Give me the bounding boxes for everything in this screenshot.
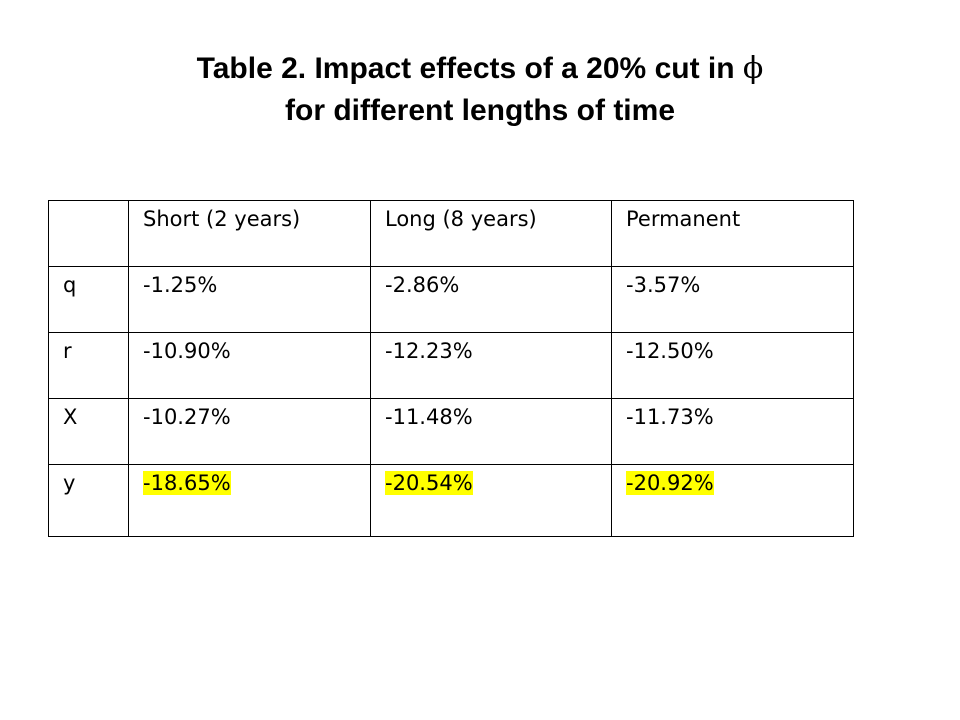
table-cell: -3.57% xyxy=(611,266,854,333)
cell-value: -11.48% xyxy=(385,405,473,429)
cell-value: -2.86% xyxy=(385,273,460,297)
header-cell-blank xyxy=(48,200,129,267)
table-cell: -20.92% xyxy=(611,464,854,537)
results-table: Short (2 years) Long (8 years) Permanent… xyxy=(48,200,854,537)
cell-value: -11.73% xyxy=(626,405,714,429)
table-row-q: q -1.25% -2.86% -3.57% xyxy=(48,266,854,333)
cell-value: -12.50% xyxy=(626,339,714,363)
table-cell: -18.65% xyxy=(128,464,371,537)
title-line-2: for different lengths of time xyxy=(285,94,675,127)
title-line-1: Table 2. Impact effects of a 20% cut in … xyxy=(0,48,960,90)
cell-value: -10.90% xyxy=(143,339,231,363)
highlighted-value: -18.65% xyxy=(143,471,231,495)
header-cell-permanent: Permanent xyxy=(611,200,854,267)
table-row-y: y -18.65% -20.54% -20.92% xyxy=(48,464,854,537)
title-text: Table 2. Impact effects of a 20% cut in xyxy=(196,52,735,85)
table-cell: -1.25% xyxy=(128,266,371,333)
highlighted-value: -20.54% xyxy=(385,471,473,495)
cell-value: -10.27% xyxy=(143,405,231,429)
row-label: y xyxy=(48,464,129,537)
table-cell: -12.50% xyxy=(611,332,854,399)
header-cell-long: Long (8 years) xyxy=(370,200,612,267)
cell-value: -1.25% xyxy=(143,273,218,297)
slide-title: Table 2. Impact effects of a 20% cut in … xyxy=(0,48,960,132)
row-label: X xyxy=(48,398,129,465)
phi-symbol: ϕ xyxy=(742,51,764,86)
table-cell: -11.73% xyxy=(611,398,854,465)
table-cell: -10.90% xyxy=(128,332,371,399)
table-row-r: r -10.90% -12.23% -12.50% xyxy=(48,332,854,399)
table-cell: -20.54% xyxy=(370,464,612,537)
table-cell: -10.27% xyxy=(128,398,371,465)
table-header-row: Short (2 years) Long (8 years) Permanent xyxy=(48,200,854,267)
cell-value: -12.23% xyxy=(385,339,473,363)
table-cell: -11.48% xyxy=(370,398,612,465)
table-row-x: X -10.27% -11.48% -11.73% xyxy=(48,398,854,465)
highlighted-value: -20.92% xyxy=(626,471,714,495)
header-cell-short: Short (2 years) xyxy=(128,200,371,267)
table-cell: -2.86% xyxy=(370,266,612,333)
row-label: r xyxy=(48,332,129,399)
table-cell: -12.23% xyxy=(370,332,612,399)
row-label: q xyxy=(48,266,129,333)
cell-value: -3.57% xyxy=(626,273,701,297)
